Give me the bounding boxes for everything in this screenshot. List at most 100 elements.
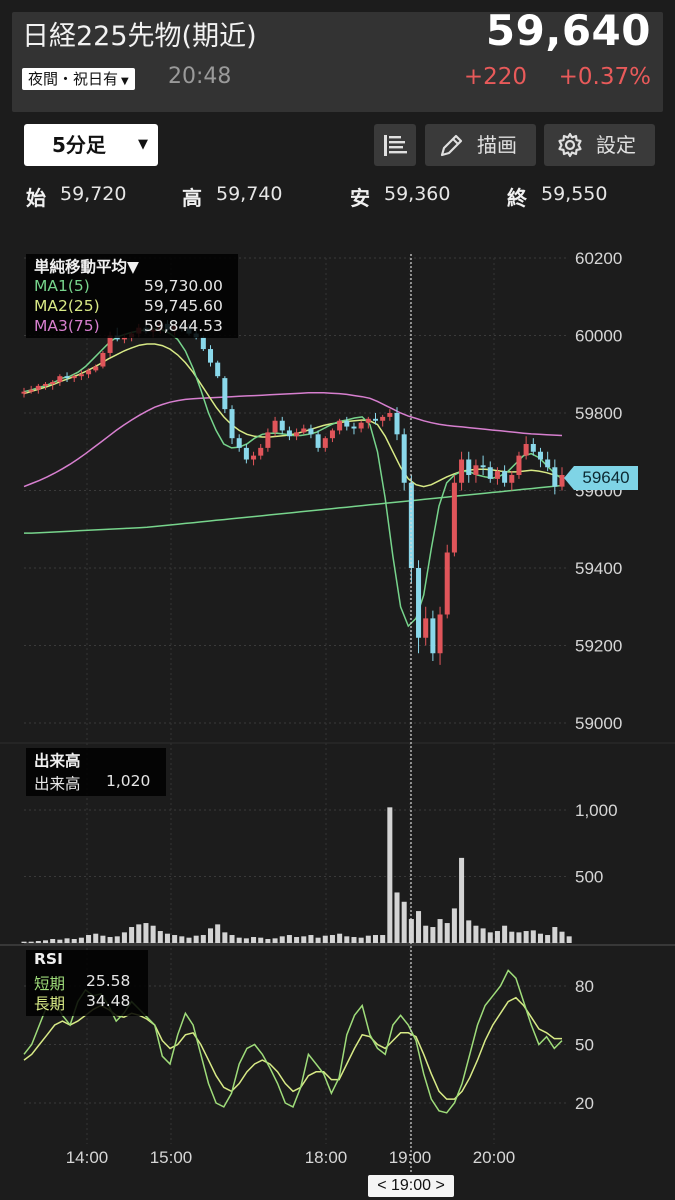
price-axis-tick: 59400 (575, 559, 622, 578)
candle-body (401, 434, 407, 483)
volume-bar (502, 925, 508, 943)
volume-bar (337, 933, 343, 943)
candle-body (215, 362, 221, 377)
draw-button[interactable]: 描画 (425, 124, 536, 166)
volume-bar (308, 935, 314, 943)
ma3-value: 59,844.53 (144, 317, 223, 335)
candle-body (344, 420, 350, 427)
price-marker-arrow-icon (564, 466, 574, 490)
volume-bar (121, 932, 127, 943)
volume-bar (387, 807, 393, 943)
quote-time: 20:48 (168, 64, 232, 89)
volume-bar (451, 908, 457, 943)
volume-bar (179, 936, 185, 943)
volume-bar (430, 927, 436, 943)
price-axis-tick: 60200 (575, 249, 622, 268)
candle-body (107, 335, 113, 353)
volume-bar (100, 935, 106, 943)
cursor-time-label[interactable]: < 19:00 > (368, 1175, 454, 1197)
rsi-axis-tick: 80 (575, 977, 594, 996)
volume-bar (394, 892, 400, 943)
candle-body (35, 385, 41, 390)
candle-body (272, 420, 278, 433)
price-axis-tick: 60000 (575, 327, 622, 346)
volume-bar (258, 937, 264, 943)
quote-header (12, 12, 663, 112)
volume-label: 出来高 (34, 775, 81, 793)
candle-body (337, 420, 343, 431)
candle-body (380, 416, 386, 421)
gear-icon (558, 132, 582, 158)
volume-bar (466, 920, 472, 943)
volume-legend: 出来高 出来高 1,020 (26, 748, 166, 796)
candle-body (279, 420, 285, 431)
price-axis-tick: 59800 (575, 404, 622, 423)
candle-body (365, 418, 371, 423)
volume-bar (28, 941, 34, 943)
current-price-marker: 59640 (574, 466, 638, 490)
volume-bar (172, 935, 178, 943)
ma1-label: MA1(5) (34, 277, 90, 295)
volume-bar (494, 931, 500, 943)
volume-bar (57, 939, 63, 943)
candle-body (466, 459, 472, 475)
candle-body (236, 438, 242, 448)
candle-body (523, 444, 529, 456)
rsi-axis-tick: 20 (575, 1094, 594, 1113)
candle-body (423, 618, 429, 638)
rsi-long-label: 長期 (34, 995, 66, 1013)
ma2-line (23, 343, 563, 488)
volume-bar (222, 932, 228, 943)
price-chart[interactable]: 6020060000598005960059400592005900014:00… (0, 236, 675, 1176)
time-axis-tick: 20:00 (473, 1148, 516, 1167)
low-label: 安 (350, 186, 370, 210)
candle-body (200, 337, 206, 350)
volume-bar (143, 923, 149, 943)
volume-bar (537, 933, 543, 943)
ma-legend-title[interactable]: 単純移動平均▼ (34, 258, 139, 276)
volume-bar (236, 937, 242, 943)
price-axis-tick: 59000 (575, 714, 622, 733)
candle-body (243, 447, 249, 460)
candle-body (229, 409, 235, 439)
candle-body (315, 434, 321, 448)
settings-label: 設定 (596, 133, 636, 157)
candle-body (251, 455, 257, 460)
price-axis-tick: 59200 (575, 637, 622, 656)
volume-bar (322, 935, 328, 943)
long-moving-average-line (24, 484, 563, 534)
candle-body (494, 471, 500, 479)
time-axis-tick: 15:00 (150, 1148, 193, 1167)
candle-body (286, 430, 292, 437)
volume-bar (372, 935, 379, 943)
volume-bar (107, 937, 113, 943)
interval-select[interactable]: 5分足 ▼ (24, 124, 158, 166)
candle-body (351, 426, 357, 429)
volume-bar (35, 941, 41, 943)
candle-body (64, 376, 70, 379)
candle-body (93, 366, 99, 371)
volume-bar (21, 941, 27, 943)
volume-bar (229, 935, 235, 943)
candle-body (451, 482, 457, 553)
settings-button[interactable]: 設定 (544, 124, 655, 166)
volume-bar (200, 935, 206, 943)
candle-body (71, 376, 77, 379)
volume-bar (193, 935, 199, 943)
candle-body (502, 471, 508, 483)
candle-body (308, 428, 314, 435)
candle-body (258, 447, 264, 456)
volume-bar (509, 931, 515, 943)
indicator-list-button[interactable] (374, 124, 416, 166)
volume-bar (78, 937, 84, 943)
session-select[interactable]: 夜間・祝日有 ▼ (22, 68, 135, 90)
volume-bar (294, 937, 300, 943)
ma3-line (23, 392, 563, 488)
volume-bar (523, 931, 529, 943)
candle-body (372, 418, 379, 421)
candle-body (222, 378, 228, 410)
instrument-title: 日経225先物(期近) (22, 21, 257, 52)
volume-bar (50, 939, 56, 943)
volume-bar (566, 936, 572, 943)
candle-body (21, 391, 27, 394)
